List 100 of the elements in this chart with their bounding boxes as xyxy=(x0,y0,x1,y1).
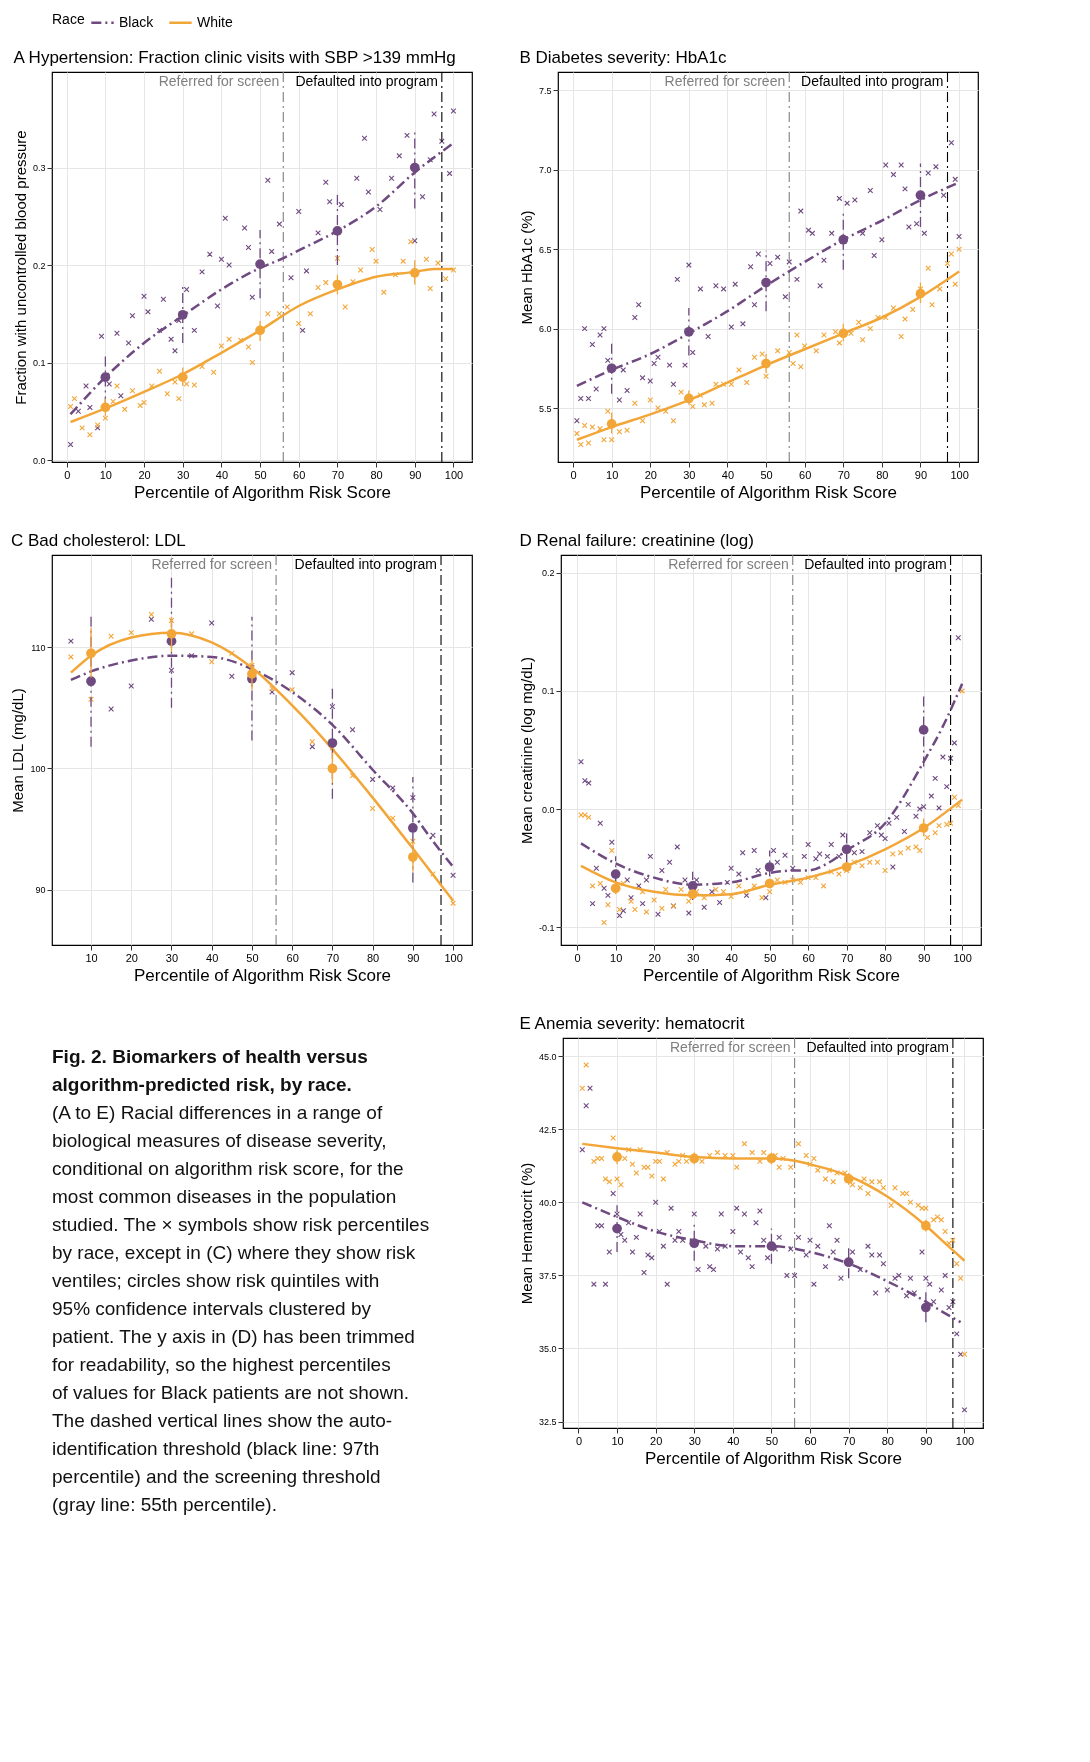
y-tick-label: 40.0 xyxy=(538,1197,557,1208)
ref-line-label: Defaulted into program xyxy=(295,73,438,89)
x-tick-label: 20 xyxy=(648,951,661,964)
x-tick-label: 100 xyxy=(444,468,464,481)
y-tick-label: 6.0 xyxy=(538,324,552,335)
caption: Fig. 2. Biomarkers of health versus algorithm-predicted risk, by race. xyxy=(52,1046,368,1095)
x-tick-label: 30 xyxy=(687,951,700,964)
x-tick-label: 0 xyxy=(570,468,577,481)
x-tick-label: 50 xyxy=(246,951,259,964)
y-tick-label: 0.0 xyxy=(32,455,46,466)
x-tick-label: 90 xyxy=(918,951,931,964)
text: (A to E) Racial differences in a range of biological measures of disease severity, conditional on algorithm risk score, for the most common diseases in the population studied. The × symbols show risk percentiles by race, except in (C) where they show risk ventiles; circles show risk quintiles with 95% confidence intervals clustered by patient. The y axis in (D) has been trimmed for readability, so the highest percentiles of values for Black patients are not shown. The dashed vertical lines show the auto-identification threshold (black line: 97th percentile) and the screening threshold (gray line: 55th percentile). xyxy=(52,1102,430,1515)
x-tick-label: 90 xyxy=(914,468,928,481)
y-tick-label: 0.1 xyxy=(541,686,555,697)
y-tick-label: 35.0 xyxy=(538,1343,557,1354)
y-tick-label: 90 xyxy=(35,885,46,896)
x-tick-label: 20 xyxy=(125,951,138,964)
x-tick-label: 10 xyxy=(611,1434,624,1447)
x-tick-label: 70 xyxy=(331,468,345,481)
y-tick-label: 0.2 xyxy=(32,260,46,271)
chart-title: D Renal failure: creatinine (log) xyxy=(519,531,754,551)
x-tick-label: 90 xyxy=(920,1434,933,1447)
ref-line-label: Referred for screen xyxy=(158,73,280,89)
x-tick-label: 60 xyxy=(802,951,815,964)
y-tick-label: 7.0 xyxy=(538,165,552,176)
x-tick-label: 70 xyxy=(326,951,340,964)
x-tick-label: 0 xyxy=(64,468,71,481)
x-axis-title: Percentile of Algorithm Risk Score xyxy=(645,1448,902,1468)
x-tick-label: 80 xyxy=(876,468,889,481)
x-tick-label: 40 xyxy=(215,468,229,481)
y-tick-label: 6.5 xyxy=(538,244,552,255)
legend-label: Black xyxy=(119,13,155,30)
y-tick-label: 0.3 xyxy=(32,163,46,174)
x-tick-label: 0 xyxy=(575,1434,582,1447)
ref-line-label: Referred for screen xyxy=(668,556,789,572)
ref-line-label: Defaulted into program xyxy=(801,73,944,89)
x-tick-label: 80 xyxy=(879,951,892,964)
x-tick-label: 90 xyxy=(409,468,422,481)
x-tick-label: 40 xyxy=(721,468,735,481)
x-axis-title: Percentile of Algorithm Risk Score xyxy=(640,482,897,502)
chart-title: C Bad cholesterol: LDL xyxy=(10,531,186,551)
x-tick-label: 60 xyxy=(799,468,812,481)
x-tick-label: 40 xyxy=(725,951,738,964)
y-tick-label: 0.0 xyxy=(541,804,555,815)
ref-line-label: Referred for screen xyxy=(664,73,786,89)
x-tick-label: 20 xyxy=(650,1434,663,1447)
x-tick-label: 60 xyxy=(293,468,306,481)
y-tick-label: -0.1 xyxy=(538,922,555,933)
chart-title: A Hypertension: Fraction clinic visits with SBP >139 mmHg xyxy=(13,48,456,68)
x-tick-label: 100 xyxy=(950,468,969,481)
x-axis-title: Percentile of Algorithm Risk Score xyxy=(134,482,391,502)
x-tick-label: 80 xyxy=(370,468,383,481)
x-tick-label: 20 xyxy=(644,468,657,481)
y-axis-title: Fraction with uncontrolled blood pressure xyxy=(11,130,29,405)
x-tick-label: 80 xyxy=(881,1434,894,1447)
chart-title: B Diabetes severity: HbA1c xyxy=(519,48,727,68)
legend-title: Race xyxy=(52,11,85,27)
x-tick-label: 10 xyxy=(606,468,619,481)
x-tick-label: 80 xyxy=(367,951,380,964)
x-tick-label: 90 xyxy=(407,951,420,964)
ref-line-label: Referred for screen xyxy=(151,556,273,572)
x-tick-label: 100 xyxy=(955,1434,975,1447)
ref-line-label: Defaulted into program xyxy=(806,1039,949,1055)
x-axis-title: Percentile of Algorithm Risk Score xyxy=(134,965,391,985)
x-tick-label: 50 xyxy=(764,951,777,964)
x-tick-label: 50 xyxy=(765,1434,779,1447)
y-tick-label: 32.5 xyxy=(538,1417,557,1428)
x-tick-label: 50 xyxy=(254,468,267,481)
chart-title: E Anemia severity: hematocrit xyxy=(519,1014,745,1034)
y-axis-title: Mean creatinine (log mg/dL) xyxy=(517,657,535,844)
legend-label: White xyxy=(197,13,233,30)
x-tick-label: 10 xyxy=(85,951,98,964)
y-tick-label: 7.5 xyxy=(538,85,552,96)
x-tick-label: 100 xyxy=(953,951,972,964)
x-tick-label: 70 xyxy=(843,1434,856,1447)
x-tick-label: 30 xyxy=(177,468,190,481)
y-tick-label: 100 xyxy=(30,764,46,774)
y-tick-label: 45.0 xyxy=(538,1051,557,1062)
y-tick-label: 37.5 xyxy=(538,1270,557,1281)
x-tick-label: 40 xyxy=(727,1434,740,1447)
x-tick-label: 0 xyxy=(574,951,581,964)
x-tick-label: 30 xyxy=(683,468,696,481)
x-tick-label: 20 xyxy=(138,468,151,481)
ref-line-label: Defaulted into program xyxy=(804,556,947,572)
x-tick-label: 60 xyxy=(286,951,299,964)
x-tick-label: 100 xyxy=(444,951,463,964)
x-tick-label: 30 xyxy=(688,1434,701,1447)
x-tick-label: 10 xyxy=(99,468,112,481)
ref-line-label: Referred for screen xyxy=(670,1039,791,1055)
x-tick-label: 40 xyxy=(206,951,219,964)
y-tick-label: 0.2 xyxy=(541,568,555,579)
x-tick-label: 30 xyxy=(165,951,179,964)
y-tick-label: 5.5 xyxy=(538,403,552,414)
ref-line-label: Defaulted into program xyxy=(294,556,438,572)
y-axis-title: Mean Hematocrit (%) xyxy=(517,1162,535,1305)
x-tick-label: 50 xyxy=(760,468,773,481)
y-tick-label: 0.1 xyxy=(32,358,46,369)
x-tick-label: 70 xyxy=(841,951,854,964)
x-tick-label: 10 xyxy=(610,951,623,964)
y-axis-title: Mean HbA1c (%) xyxy=(517,210,535,325)
